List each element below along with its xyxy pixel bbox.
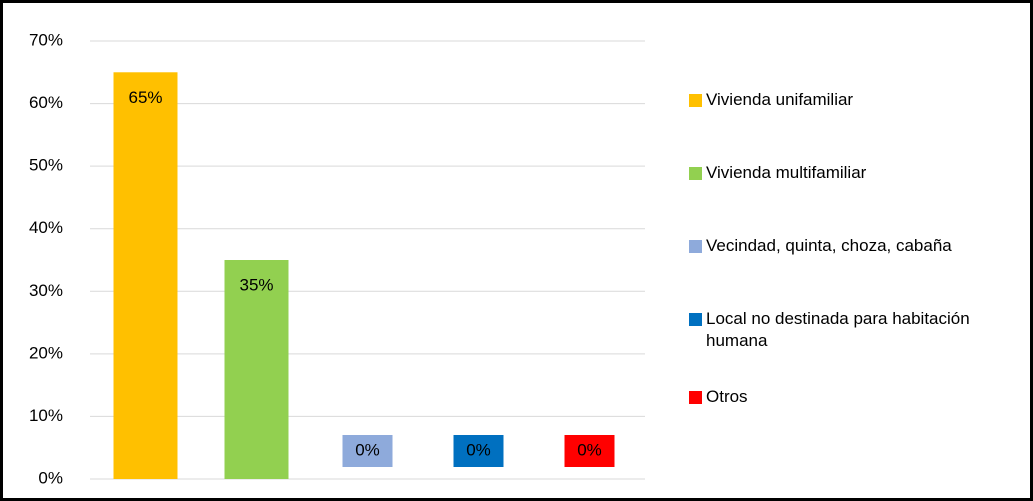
y-tick-label: 30% [29, 281, 63, 300]
legend-swatch [689, 240, 702, 253]
legend-label: Local no destinada para habitación human… [706, 309, 970, 350]
data-label: 0% [355, 440, 380, 459]
legend-label: Vecindad, quinta, choza, cabaña [706, 236, 952, 255]
legend-item: Otros [689, 386, 1019, 408]
legend-label: Otros [706, 387, 748, 406]
y-tick-label: 70% [29, 30, 63, 49]
legend-swatch [689, 167, 702, 180]
y-tick-label: 10% [29, 406, 63, 425]
legend-swatch [689, 313, 702, 326]
label-box [564, 435, 615, 467]
y-tick-label: 60% [29, 93, 63, 112]
legend-label: Vivienda multifamiliar [706, 163, 867, 182]
legend-item: Vivienda multifamiliar [689, 162, 1019, 184]
legend-item: Local no destinada para habitación human… [689, 308, 1019, 352]
label-box [342, 435, 393, 467]
legend-swatch [689, 391, 702, 404]
legend-swatch [689, 94, 702, 107]
y-tick-label: 50% [29, 156, 63, 175]
legend-item: Vecindad, quinta, choza, cabaña [689, 235, 1019, 257]
bar [113, 72, 178, 480]
legend-label: Vivienda unifamiliar [706, 90, 854, 109]
y-tick-label: 40% [29, 218, 63, 237]
y-tick-label: 20% [29, 343, 63, 362]
plot: 0% 10% 20% 30% 40% 50% 60% 70% 65% 35% 0% 0% 0% [29, 30, 645, 487]
label-box [453, 435, 504, 467]
legend-item: Vivienda unifamiliar [689, 89, 1019, 111]
label-box [120, 82, 171, 115]
data-label: 0% [577, 440, 602, 459]
data-label: 0% [466, 440, 491, 459]
data-label: 35% [239, 275, 273, 294]
data-label: 65% [128, 88, 162, 107]
label-box [231, 270, 282, 302]
y-tick-label: 0% [38, 468, 63, 487]
